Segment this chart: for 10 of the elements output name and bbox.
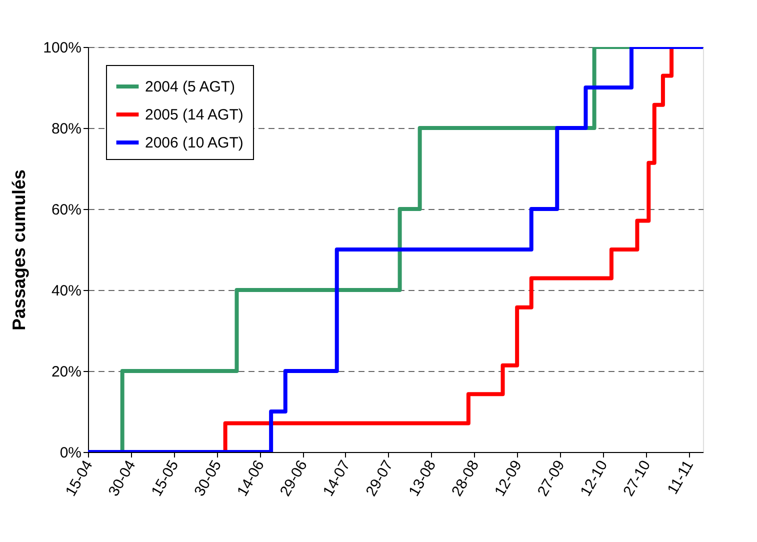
y-tick-label: 80%: [51, 120, 82, 138]
y-tick-label: 40%: [51, 282, 82, 300]
y-tick-label: 60%: [51, 202, 82, 218]
legend-label: 2006 (10 AGT): [145, 134, 244, 152]
y-tick-label: 100%: [43, 40, 82, 56]
legend-label: 2005 (14 AGT): [145, 106, 244, 124]
legend-label: 2004 (5 AGT): [145, 78, 236, 96]
y-tick-label: 0%: [60, 444, 82, 462]
y-axis-title: Passages cumulés: [9, 169, 30, 331]
y-tick-label: 20%: [51, 364, 82, 380]
